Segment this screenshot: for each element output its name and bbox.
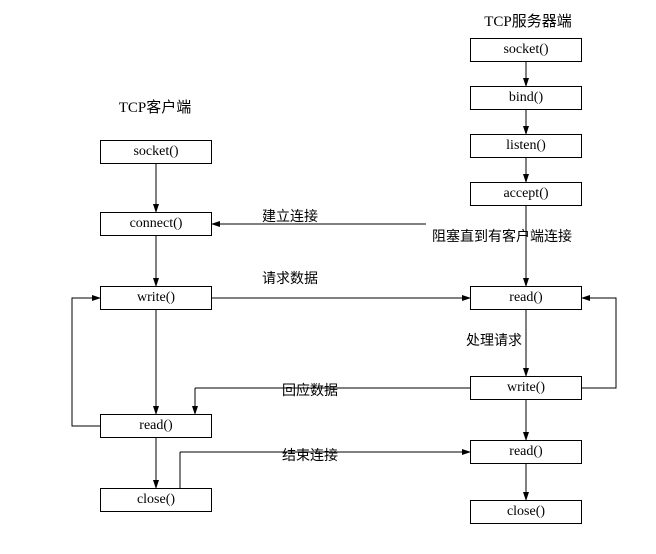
flowchart-canvas: TCP客户端 TCP服务器端 socket() connect() write(… (0, 0, 656, 554)
edges-layer (0, 0, 656, 554)
